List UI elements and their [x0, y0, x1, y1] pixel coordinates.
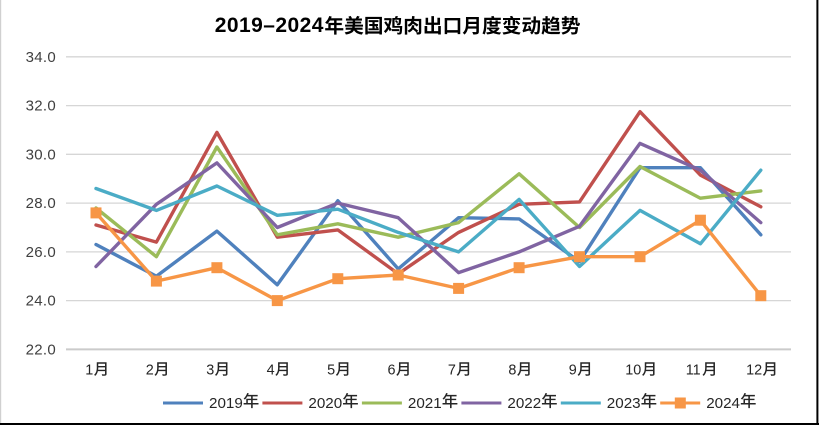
svg-text:2021: 2021: [408, 395, 442, 412]
svg-text:28.0: 28.0: [26, 195, 56, 212]
svg-text:8: 8: [508, 363, 516, 379]
svg-text:32.0: 32.0: [26, 98, 56, 115]
svg-text:5: 5: [327, 363, 335, 379]
svg-text:10: 10: [625, 363, 641, 379]
svg-text:30.0: 30.0: [26, 146, 56, 163]
svg-text:7: 7: [448, 363, 456, 379]
svg-text:2024: 2024: [706, 395, 740, 412]
svg-text:24.0: 24.0: [26, 293, 56, 310]
svg-text:2023: 2023: [607, 395, 641, 412]
svg-text:1: 1: [85, 363, 93, 379]
svg-text:3: 3: [206, 363, 214, 379]
svg-text:4: 4: [267, 363, 275, 379]
svg-text:9: 9: [569, 363, 577, 379]
svg-text:2022: 2022: [507, 395, 541, 412]
svg-text:34.0: 34.0: [26, 49, 56, 66]
svg-text:2: 2: [146, 363, 154, 379]
svg-text:2019: 2019: [209, 395, 243, 412]
svg-text:11: 11: [686, 363, 701, 379]
svg-text:26.0: 26.0: [26, 244, 56, 261]
svg-text:2020: 2020: [308, 395, 342, 412]
svg-text:6: 6: [388, 363, 396, 379]
svg-text:12: 12: [746, 363, 762, 379]
svg-text:22.0: 22.0: [26, 341, 56, 358]
svg-text:2019–2024: 2019–2024: [215, 14, 324, 37]
